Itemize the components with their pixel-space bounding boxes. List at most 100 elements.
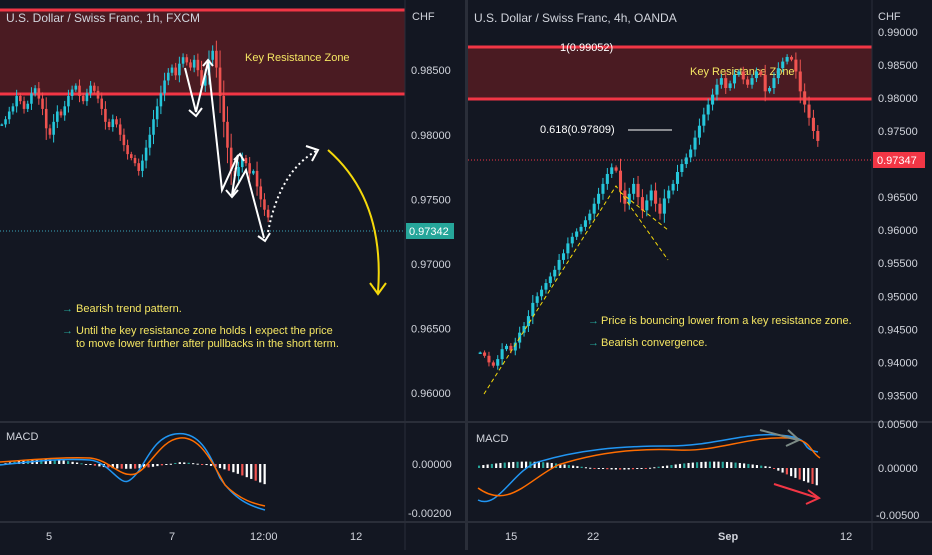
macd-bar: [499, 462, 502, 468]
candle-body: [640, 197, 644, 211]
candle-body: [48, 128, 52, 135]
macd-bar: [631, 468, 635, 470]
candle-body: [200, 70, 203, 86]
candle-body: [636, 183, 640, 198]
y-tick-label: 0.99000: [878, 27, 918, 39]
candle-body: [67, 95, 70, 107]
macd-bar: [205, 464, 208, 466]
left-chart-panel: Key Resistance Zone U.S. Dollar / Swiss …: [0, 0, 465, 550]
macd-bar: [58, 460, 61, 464]
current-price-value: 0.97347: [877, 155, 917, 167]
candle-body: [226, 121, 229, 148]
yellow-arrowhead: [369, 282, 387, 296]
macd-bar: [486, 464, 489, 468]
macd-bar: [120, 464, 123, 469]
candle-body: [7, 111, 11, 120]
candle-body: [649, 190, 653, 201]
macd-bar: [670, 465, 673, 468]
macd-bar: [653, 467, 656, 469]
candle-body: [544, 283, 548, 290]
candle-body: [737, 71, 741, 75]
candle-body: [166, 72, 170, 81]
macd-bar: [597, 468, 600, 469]
macd-bar: [98, 464, 101, 467]
pattern-dashed-line-2: [619, 191, 669, 231]
macd-bar: [802, 468, 806, 482]
candle-body: [728, 83, 732, 89]
candle-body: [597, 193, 601, 204]
candle-body: [26, 103, 30, 109]
macd-bar: [263, 464, 266, 485]
macd-bar: [687, 462, 690, 468]
candle-body: [711, 94, 715, 105]
candle-body: [575, 231, 579, 237]
candle-body: [794, 59, 798, 72]
arrowhead-down-1: [188, 107, 203, 118]
candle-body: [255, 170, 259, 187]
candle-body: [627, 193, 631, 204]
macd-bar: [125, 464, 128, 469]
y-tick-label: 0.93500: [878, 390, 918, 402]
macd-bar: [700, 461, 703, 468]
macd-bar: [721, 461, 724, 468]
candle-body: [122, 134, 126, 146]
pattern-dashed-line: [483, 185, 669, 395]
macd-bar: [507, 462, 511, 468]
y-tick-label: 0.94000: [878, 357, 918, 369]
candle-body: [155, 106, 159, 120]
macd-bar: [717, 461, 720, 468]
candle-body: [215, 50, 218, 68]
macd-bar: [241, 464, 244, 476]
macd-bar: [580, 466, 583, 468]
candle-body: [252, 170, 255, 174]
panel-divider: [465, 0, 468, 550]
candles: [478, 52, 820, 370]
macd-label: MACD: [476, 433, 508, 445]
macd-bar: [254, 464, 257, 481]
candle-body: [715, 84, 719, 95]
candle-body: [63, 106, 67, 116]
macd-bar: [781, 468, 784, 473]
candle-body: [211, 50, 214, 60]
y-tick-label: 0.97500: [411, 194, 451, 206]
macd-tick-0: 0.00000: [412, 459, 452, 471]
candle-body: [93, 85, 96, 91]
macd-bar: [751, 464, 754, 468]
macd-histogram: [0, 459, 266, 485]
candle-body: [741, 71, 745, 80]
candle-body: [19, 95, 22, 102]
x-tick-2: 12:00: [250, 531, 278, 543]
macd-bar: [520, 461, 523, 468]
candle-body: [768, 88, 772, 92]
macd-line: [0, 432, 266, 511]
y-axis-ticks: 0.990000.985000.980000.975000.970000.965…: [878, 27, 918, 403]
candle-body: [96, 90, 100, 99]
candle-body: [719, 78, 723, 85]
grey-arrowhead: [785, 429, 801, 447]
candle-body: [697, 125, 701, 138]
candle-body: [785, 56, 789, 62]
macd-line: [477, 433, 819, 503]
macd-bar: [691, 462, 694, 468]
candle-body: [266, 209, 270, 218]
macd-bar: [62, 460, 65, 464]
candle-body: [100, 98, 104, 109]
candle-body: [496, 359, 500, 366]
candle-body: [229, 147, 233, 171]
macd-bar: [53, 459, 56, 464]
x-tick-0: 15: [505, 531, 517, 543]
x-tick-3: 12: [350, 531, 362, 543]
note-3: to move lower further after pullbacks in…: [76, 338, 339, 350]
candle-body: [732, 74, 737, 84]
macd-bar: [678, 463, 682, 468]
candle-body: [178, 63, 181, 76]
candle-body: [37, 88, 41, 99]
candle-body: [772, 78, 776, 89]
candle-body: [70, 89, 74, 96]
macd-bar: [546, 462, 549, 468]
candle-body: [111, 119, 115, 128]
arrowhead-up-2: [233, 152, 245, 162]
candle-body: [706, 104, 710, 115]
yellow-forecast-arrow: [327, 149, 380, 293]
candle-body: [74, 85, 78, 90]
